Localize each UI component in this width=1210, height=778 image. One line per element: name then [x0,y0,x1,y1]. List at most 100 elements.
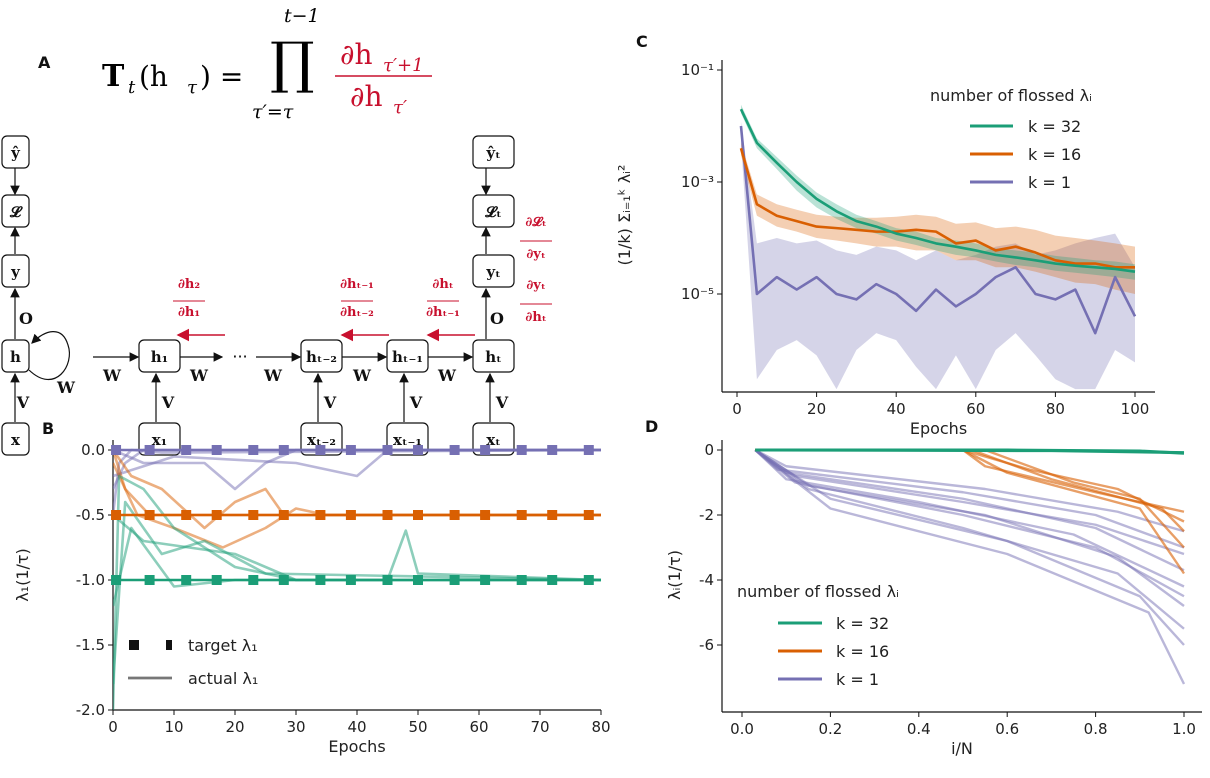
actual-line-k32 [113,514,602,582]
label-V-2: V [409,393,423,412]
target-marker-k1 [211,445,222,455]
x-tick-label: 1.0 [1172,720,1196,738]
product-symbol: ∏ [270,31,315,96]
label-W: W [56,378,76,397]
target-marker-k32 [516,575,527,585]
chart-b: 0 10 20 30 40 50 60 70 80 0.0 -0.5 -1.0 -1.5 -2.0 Epoc… [13,440,611,756]
target-marker-k32 [449,575,460,585]
target-marker-k32 [278,575,289,585]
target-marker-k1 [449,445,460,455]
x-tick-label: 0.2 [818,720,842,738]
node-h-2-label: hₜ₋₁ [392,348,423,366]
y-tick-label: -1.5 [76,636,105,654]
x-tick-label: 20 [807,400,826,418]
node-h-3: hₜ [472,339,515,373]
x-tick-label: 10 [164,718,183,736]
node-x-box [1,422,30,456]
target-marker-k32 [181,575,192,585]
target-marker-k1 [583,445,594,455]
legend-label: k = 16 [1028,145,1081,164]
target-marker-k32 [248,575,259,585]
target-marker-k1 [345,445,356,455]
label-W-3: W [352,366,372,385]
target-marker-k1 [516,445,527,455]
y-tick-label: -2 [699,506,714,524]
target-marker-k16 [480,510,491,520]
rnn-diagram: ŷ𝓛yhxOVWh₁x₁Vhₜ₋₂xₜ₋₂Vhₜ₋₁xₜ₋₁VhₜxₜVŷₜ𝓛ₜ… [1,135,552,456]
node-loss-t-box [472,194,515,228]
target-marker-k16 [583,510,594,520]
x-axis-label: Epochs [328,737,385,756]
legend-label: k = 1 [836,670,879,689]
band-k16 [740,142,1135,294]
node-yhat: ŷ [1,135,30,169]
target-marker-k32 [413,575,423,585]
target-marker-k32 [211,575,222,585]
node-h-0-label: h₁ [151,348,168,366]
node-yhat-t-label: ŷₜ [485,144,500,162]
x-tick-label: 100 [1121,400,1150,418]
actual-line-k32 [113,500,602,685]
equation-equals: ) = [200,60,243,93]
target-marker-k16 [111,510,122,520]
x-tick-label: 0 [108,718,118,736]
y-tick-label: -6 [699,636,714,654]
target-marker-k16 [345,510,356,520]
y-tick-label: 10⁻¹ [681,61,714,79]
x-axis-label: i/N [951,739,973,758]
x-tick-label: 70 [530,718,549,736]
target-marker-k32 [382,575,393,585]
gradient-numerator: ∂h₂ [178,277,200,292]
label-O-t: O [490,309,504,328]
gradient-numerator: ∂yₜ [526,278,545,293]
target-marker-k16 [144,510,155,520]
y-axis-label: λᵢ(1/τ) [665,550,684,600]
equation-denominator: ∂h [350,80,383,113]
x-tick-label: 60 [966,400,985,418]
legend-title: number of flossed λᵢ [930,86,1092,105]
gradient-numerator: ∂𝓛ₜ [525,215,546,230]
target-marker-k16 [547,510,558,520]
target-marker-k16 [315,510,326,520]
panel-label-b: B [42,419,54,438]
target-marker-k16 [413,510,423,520]
x-tick-label: 80 [591,718,610,736]
label-V-0: V [161,393,175,412]
x-axis-label: Epochs [910,419,967,438]
gradient-denominator: ∂hₜ₋₁ [426,305,460,320]
target-marker-k1 [382,445,393,455]
target-marker-k16 [516,510,527,520]
recurrent-loop-arrow [28,331,70,381]
y-tick-label: -0.5 [76,506,105,524]
gradient-numerator: ∂hₜ [432,277,453,292]
equation-lhs: T [102,59,125,94]
y-tick-label: 0.0 [81,441,105,459]
y-tick-label: 0 [704,441,714,459]
x-tick-label: 0.0 [730,720,754,738]
trace-k1 [754,449,1185,572]
ellipsis: ··· [232,347,247,366]
node-h: h [1,339,30,373]
node-x-3-label: xₜ [486,431,501,449]
equation: T t (h τ ) = ∏ t−1 τ′=τ ∂h τ′+1 ∂h τ′ [102,5,432,123]
x-tick-label: 0.4 [907,720,931,738]
legend-label: k = 32 [836,614,889,633]
target-marker-k1 [181,445,192,455]
target-marker-k1 [315,445,326,455]
target-marker-k1 [144,445,155,455]
panel-label-c: C [636,32,648,51]
target-marker-k1 [111,445,122,455]
actual-line-k1 [113,448,602,516]
label-V: V [16,393,30,412]
node-x: x [1,422,30,456]
node-y-box [1,254,30,288]
node-x-0-label: x₁ [152,431,168,449]
node-h-1: hₜ₋₂ [300,339,343,373]
target-marker-k1 [248,445,259,455]
legend-title: number of flossed λᵢ [737,582,899,601]
legend-actual-label: actual λ₁ [188,669,258,688]
node-yhat-label: ŷ [10,144,21,162]
target-marker-k16 [181,510,192,520]
target-marker-k16 [382,510,393,520]
equation-lhs-sub: t [128,77,136,98]
